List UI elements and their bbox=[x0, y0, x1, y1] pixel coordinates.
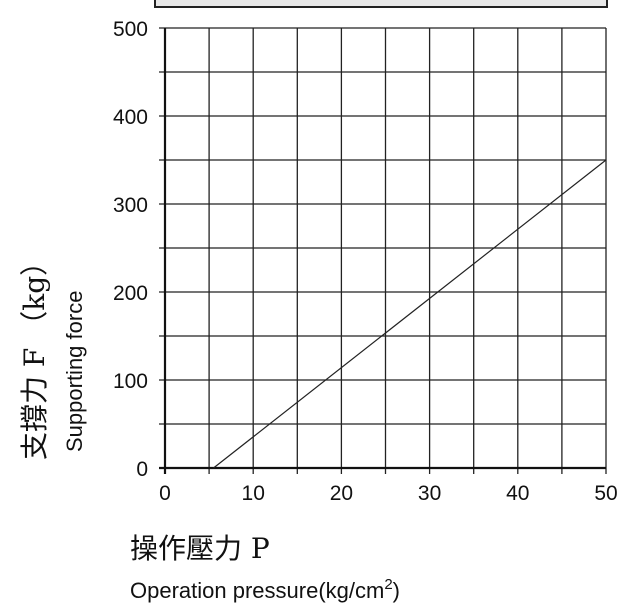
top-header-box bbox=[154, 0, 608, 8]
x-tick-label: 30 bbox=[418, 482, 441, 505]
x-tick-label: 20 bbox=[330, 482, 353, 505]
y-axis-title-en: Supporting force bbox=[62, 291, 87, 452]
x-axis-title-en-superscript: 2 bbox=[384, 576, 392, 593]
y-tick-label: 400 bbox=[113, 106, 148, 129]
y-tick-labels: 0 100 200 300 400 500 bbox=[113, 18, 148, 481]
x-axis-title-zh: 操作壓力 P bbox=[130, 532, 270, 565]
grid bbox=[159, 27, 607, 474]
y-tick-label: 100 bbox=[113, 370, 148, 393]
x-tick-label: 10 bbox=[242, 482, 265, 505]
x-tick-labels: 0 10 20 30 40 50 bbox=[159, 482, 618, 505]
x-axis-title-en-main: Operation pressure(kg/cm bbox=[130, 578, 384, 603]
y-tick-label: 300 bbox=[113, 194, 148, 217]
series bbox=[213, 159, 607, 469]
series-line-0 bbox=[213, 159, 607, 469]
x-tick-label: 40 bbox=[506, 482, 529, 505]
x-axis-title-en: Operation pressure(kg/cm2) bbox=[130, 576, 400, 603]
y-tick-label: 500 bbox=[113, 18, 148, 41]
x-axis-title-en-suffix: ) bbox=[393, 578, 400, 603]
y-tick-label: 0 bbox=[136, 458, 148, 481]
x-tick-label: 50 bbox=[594, 482, 617, 505]
x-tick-label: 0 bbox=[159, 482, 171, 505]
y-tick-label: 200 bbox=[113, 282, 148, 305]
y-axis-title-zh: 支撐力 F （kg） bbox=[18, 248, 51, 460]
axes bbox=[159, 28, 606, 474]
